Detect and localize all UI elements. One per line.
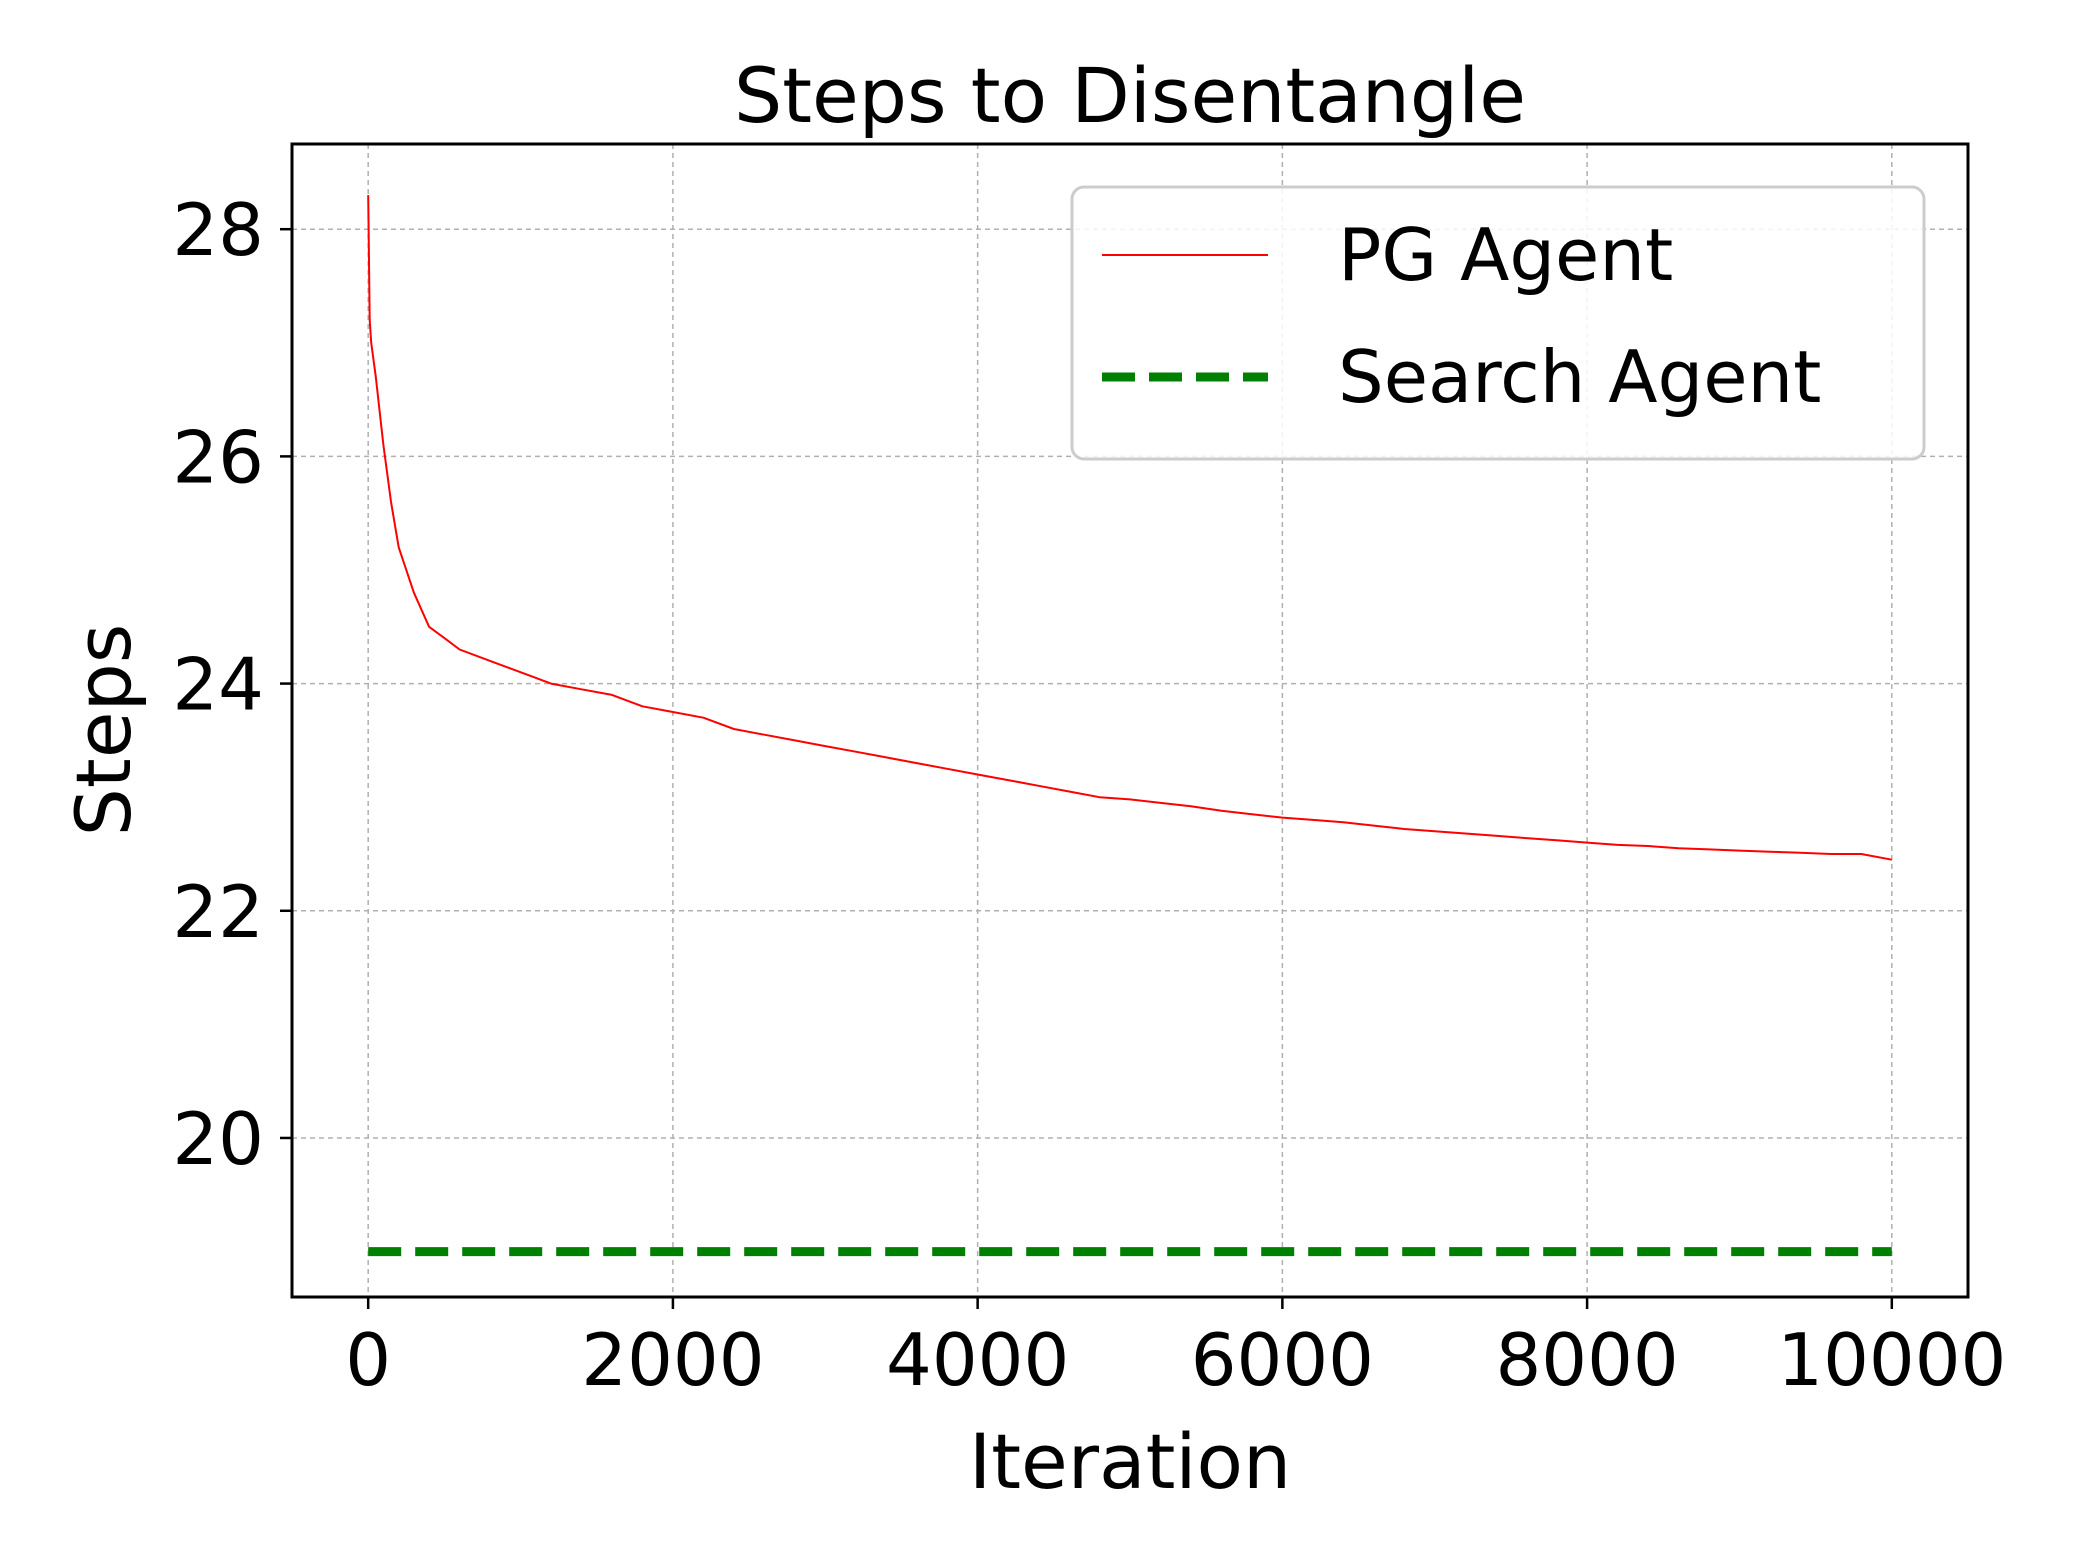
x-tick-label: 6000 bbox=[1191, 1318, 1374, 1402]
y-tick-label: 24 bbox=[172, 643, 264, 727]
y-tick-label: 28 bbox=[172, 188, 264, 272]
y-tick-label: 22 bbox=[172, 870, 264, 954]
legend-label-search-agent: Search Agent bbox=[1338, 335, 1821, 419]
x-tick-label: 2000 bbox=[581, 1318, 764, 1402]
y-tick-label: 26 bbox=[172, 415, 264, 499]
axis-ticks: 0 2000 4000 6000 8000 10000 20 22 24 26 28 bbox=[172, 188, 2006, 1402]
plot-frame bbox=[290, 142, 1970, 1299]
chart-title: Steps to Disentangle bbox=[734, 51, 1526, 140]
y-axis-label: Steps bbox=[59, 624, 148, 837]
x-tick-label: 4000 bbox=[886, 1318, 1069, 1402]
x-tick-label: 10000 bbox=[1777, 1318, 2006, 1402]
x-tick-label: 0 bbox=[345, 1318, 391, 1402]
plot-area bbox=[367, 195, 1892, 1257]
series-line-pg-agent bbox=[367, 195, 1892, 861]
x-axis-label: Iteration bbox=[969, 1417, 1291, 1506]
y-tick-label: 20 bbox=[172, 1097, 264, 1181]
legend-box bbox=[1070, 185, 1926, 461]
x-tick-label: 8000 bbox=[1495, 1318, 1678, 1402]
legend-label-pg-agent: PG Agent bbox=[1338, 213, 1673, 297]
legend: PG Agent Search Agent bbox=[1070, 185, 1926, 461]
